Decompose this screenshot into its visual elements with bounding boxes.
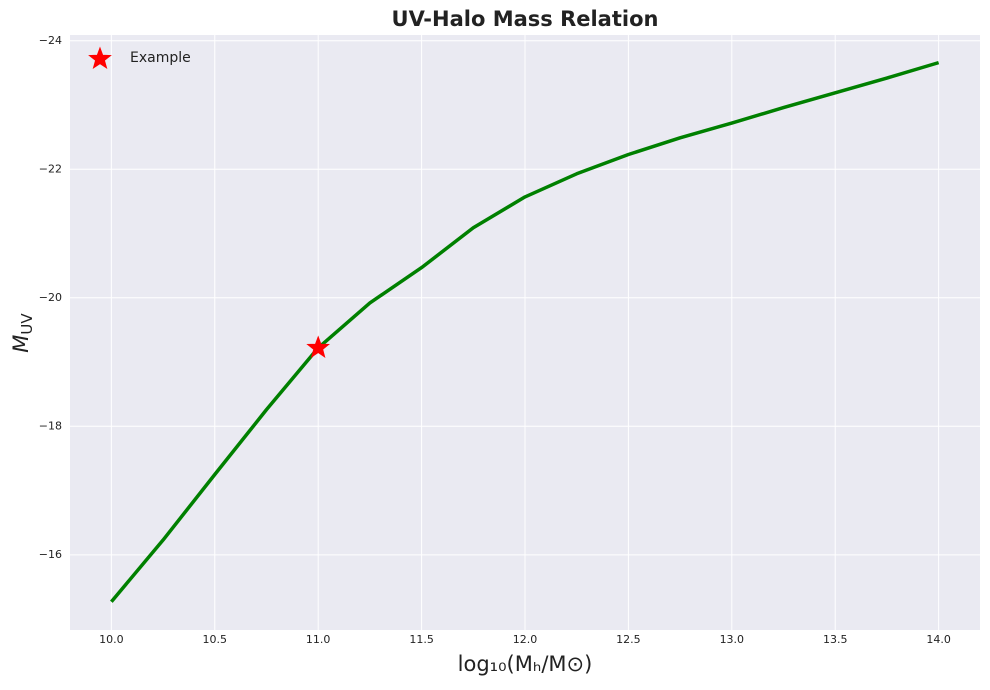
x-tick-label: 12.0	[513, 633, 538, 646]
y-label-symbol: M	[9, 335, 33, 353]
x-tick-label: 11.0	[306, 633, 331, 646]
x-tick-label: 14.0	[926, 633, 951, 646]
x-axis-label: log₁₀(Mₕ/M⊙)	[458, 652, 593, 676]
x-tick-label: 13.0	[720, 633, 745, 646]
y-tick-label: −22	[39, 162, 62, 175]
legend-marker	[88, 46, 112, 70]
x-tick-label: 10.0	[99, 633, 124, 646]
y-tick-label: −16	[39, 548, 62, 561]
chart-title: UV-Halo Mass Relation	[392, 7, 659, 31]
y-tick-label: −20	[39, 291, 62, 304]
x-tick-label: 12.5	[616, 633, 641, 646]
grid	[70, 35, 980, 630]
legend-label: Example	[130, 50, 191, 66]
y-tick-label: −18	[39, 419, 62, 432]
y-axis-label: MUV	[9, 313, 36, 353]
y-tick-label: −24	[39, 34, 62, 47]
y-label-subscript: UV	[18, 313, 36, 335]
x-tick-label: 10.5	[203, 633, 228, 646]
x-tick-label: 11.5	[409, 633, 434, 646]
x-tick-label: 13.5	[823, 633, 848, 646]
star-marker	[306, 335, 330, 358]
line	[110, 60, 940, 603]
